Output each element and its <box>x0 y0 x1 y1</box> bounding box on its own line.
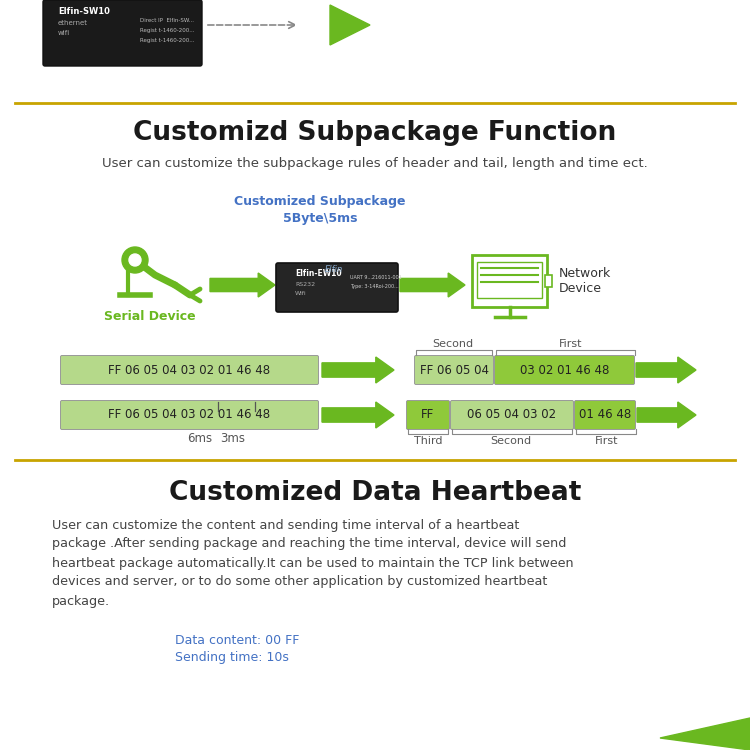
Polygon shape <box>322 402 394 428</box>
Circle shape <box>129 254 141 266</box>
Text: Elfin-SW10: Elfin-SW10 <box>58 7 110 16</box>
Bar <box>472 255 547 307</box>
Text: 03 02 01 46 48: 03 02 01 46 48 <box>520 364 609 376</box>
Text: FF 06 05 04: FF 06 05 04 <box>419 364 488 376</box>
Bar <box>545 275 552 287</box>
Circle shape <box>122 247 148 273</box>
Text: 3ms: 3ms <box>220 431 245 445</box>
Text: Wifi: Wifi <box>295 291 307 296</box>
Text: UART 9...216011-001: UART 9...216011-001 <box>350 275 402 280</box>
Text: 06 05 04 03 02: 06 05 04 03 02 <box>467 409 556 422</box>
Text: Customized Data Heartbeat: Customized Data Heartbeat <box>169 480 581 506</box>
Text: wifi: wifi <box>58 30 70 36</box>
Polygon shape <box>210 273 275 297</box>
Text: Regist t-1460-200...: Regist t-1460-200... <box>140 28 194 33</box>
Text: First: First <box>596 436 619 446</box>
FancyBboxPatch shape <box>494 356 634 385</box>
Polygon shape <box>322 357 394 383</box>
Text: FF: FF <box>422 409 435 422</box>
FancyBboxPatch shape <box>415 356 494 385</box>
Polygon shape <box>637 402 696 428</box>
FancyBboxPatch shape <box>451 400 574 430</box>
Text: package .After sending package and reaching the time interval, device will send: package .After sending package and reach… <box>52 538 566 550</box>
Text: Second: Second <box>433 339 473 349</box>
Text: ethernet: ethernet <box>58 20 88 26</box>
Bar <box>477 262 542 298</box>
Polygon shape <box>400 273 465 297</box>
Text: User can customize the subpackage rules of header and tail, length and time ect.: User can customize the subpackage rules … <box>102 157 648 170</box>
Text: 6ms: 6ms <box>188 431 212 445</box>
Text: Serial Device: Serial Device <box>104 310 196 323</box>
FancyBboxPatch shape <box>406 400 449 430</box>
FancyBboxPatch shape <box>61 400 319 430</box>
Polygon shape <box>330 5 370 45</box>
Text: Elfin-EW10: Elfin-EW10 <box>295 269 341 278</box>
Text: 01 46 48: 01 46 48 <box>579 409 632 422</box>
Text: Type: 3-14Roi-200...: Type: 3-14Roi-200... <box>350 284 399 289</box>
Polygon shape <box>636 357 696 383</box>
FancyBboxPatch shape <box>43 0 202 66</box>
Text: Network
Device: Network Device <box>559 267 611 295</box>
Text: First: First <box>560 339 583 349</box>
FancyBboxPatch shape <box>61 356 319 385</box>
Text: Data content: 00 FF: Data content: 00 FF <box>175 634 299 646</box>
Text: package.: package. <box>52 595 110 608</box>
Text: Customized Subpackage
5Byte\5ms: Customized Subpackage 5Byte\5ms <box>234 195 406 225</box>
Text: Customizd Subpackage Function: Customizd Subpackage Function <box>134 120 616 146</box>
FancyBboxPatch shape <box>276 263 398 312</box>
Text: FF 06 05 04 03 02 01 46 48: FF 06 05 04 03 02 01 46 48 <box>109 364 271 376</box>
Text: Direct IP  Elfin-SW...: Direct IP Elfin-SW... <box>140 18 194 23</box>
Text: Elfin: Elfin <box>325 265 344 274</box>
Text: Third: Third <box>414 436 442 446</box>
Text: User can customize the content and sending time interval of a heartbeat: User can customize the content and sendi… <box>52 518 519 532</box>
Text: Regist t-1460-200...: Regist t-1460-200... <box>140 38 194 43</box>
Text: FF 06 05 04 03 02 01 46 48: FF 06 05 04 03 02 01 46 48 <box>109 409 271 422</box>
Text: Sending time: 10s: Sending time: 10s <box>175 652 289 664</box>
Text: RS232: RS232 <box>295 282 315 287</box>
Text: heartbeat package automatically.It can be used to maintain the TCP link between: heartbeat package automatically.It can b… <box>52 556 574 569</box>
Text: devices and server, or to do some other application by customized heartbeat: devices and server, or to do some other … <box>52 575 548 589</box>
Text: Second: Second <box>490 436 532 446</box>
Polygon shape <box>660 718 750 750</box>
FancyBboxPatch shape <box>574 400 635 430</box>
